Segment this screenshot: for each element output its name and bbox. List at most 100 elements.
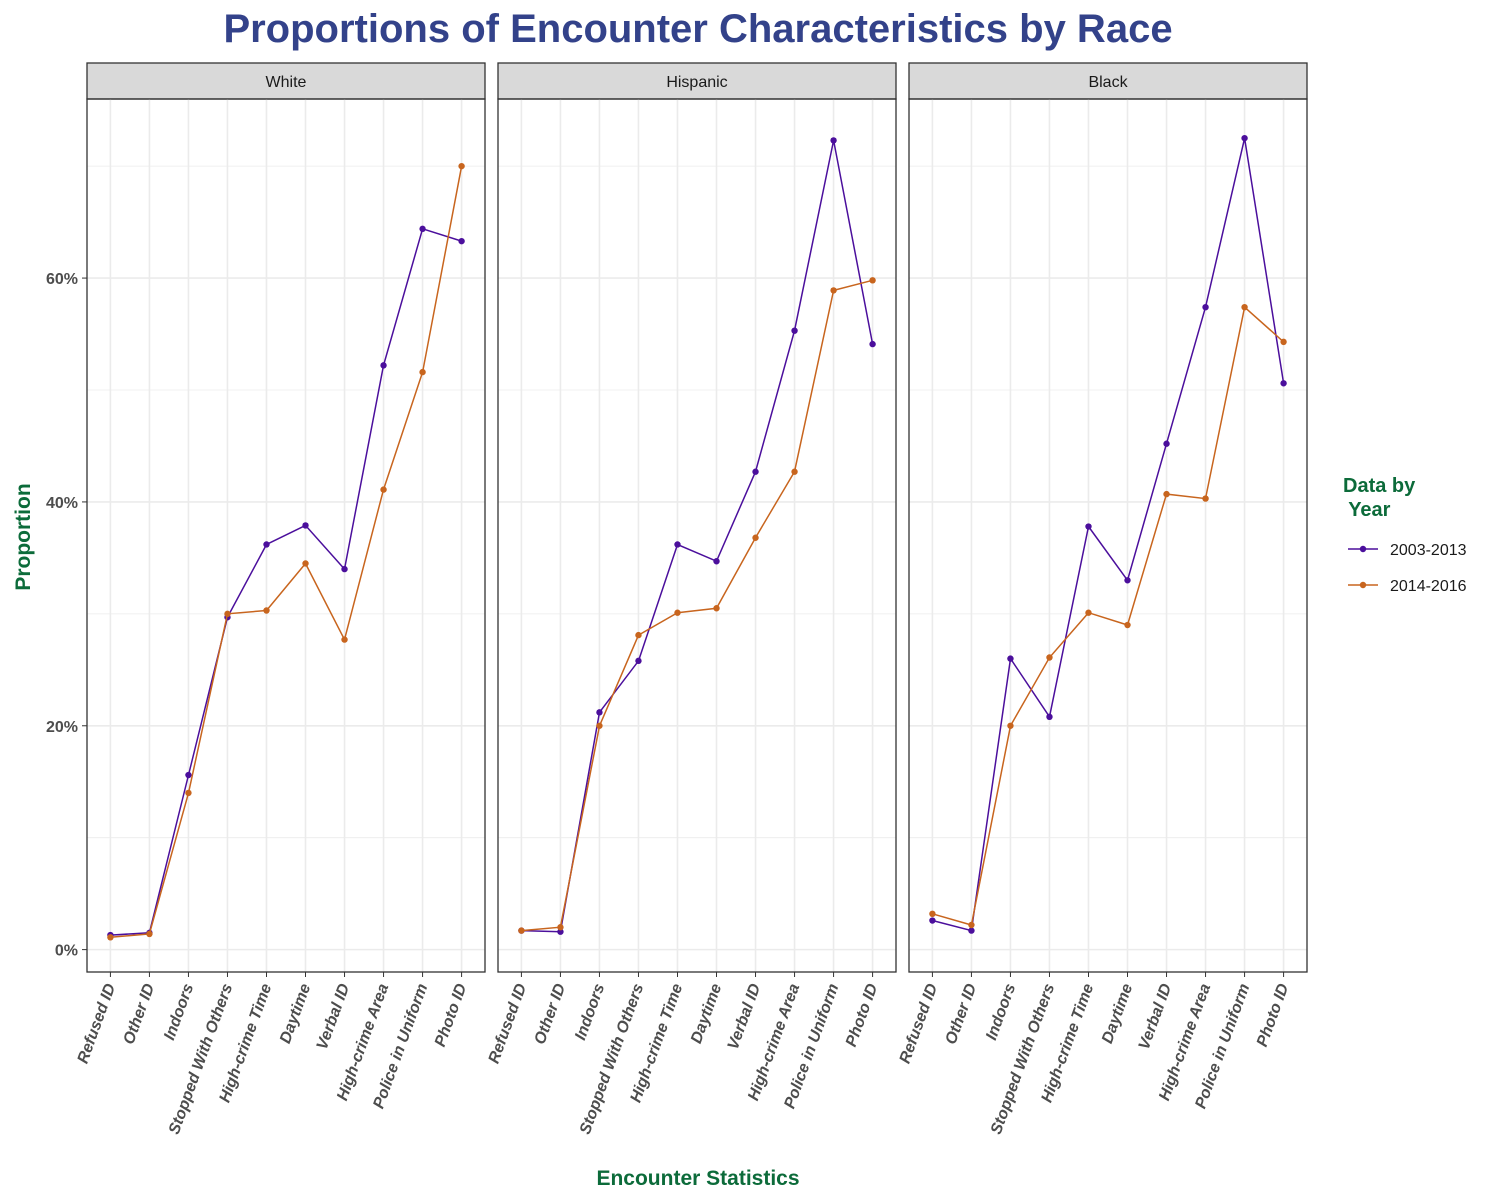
data-point-2014-2016 bbox=[341, 636, 348, 643]
x-tick-label: Daytime bbox=[1099, 981, 1136, 1045]
data-point-2014-2016 bbox=[830, 287, 837, 294]
data-point-2003-2013 bbox=[302, 522, 309, 529]
y-tick-label: 0% bbox=[55, 943, 78, 960]
legend-entries: 2003-2013 2014-2016 bbox=[1348, 542, 1467, 595]
x-tick-label: Other ID bbox=[121, 981, 159, 1047]
data-point-2014-2016 bbox=[1124, 621, 1131, 629]
data-point-2003-2013 bbox=[1163, 440, 1170, 447]
panel-border bbox=[908, 98, 1308, 973]
data-point-2003-2013 bbox=[1241, 134, 1248, 142]
data-point-2003-2013 bbox=[185, 771, 192, 779]
legend-title-line-1: Data by bbox=[1343, 475, 1416, 497]
data-point-2014-2016 bbox=[224, 610, 231, 618]
x-tick-label: Indoors bbox=[572, 981, 608, 1042]
data-point-2003-2013 bbox=[869, 340, 876, 348]
y-axis: 0% 20% 40% 60% bbox=[46, 271, 87, 960]
data-point-2014-2016 bbox=[419, 368, 426, 376]
data-point-2014-2016 bbox=[263, 607, 270, 614]
data-point-2014-2016 bbox=[968, 921, 975, 929]
legend-label: 2014-2016 bbox=[1390, 578, 1467, 595]
panel-border bbox=[86, 98, 486, 973]
data-point-2014-2016 bbox=[713, 605, 720, 612]
data-point-2003-2013 bbox=[929, 917, 936, 924]
data-point-2003-2013 bbox=[557, 928, 564, 935]
data-point-2014-2016 bbox=[302, 560, 309, 567]
series-line-2014-2016 bbox=[521, 279, 873, 932]
series-line-2014-2016 bbox=[932, 305, 1285, 926]
data-point-2003-2013 bbox=[968, 927, 975, 934]
data-point-2014-2016 bbox=[635, 631, 642, 639]
x-tick-label: Refused ID bbox=[486, 981, 531, 1066]
chart-title: Proportions of Encounter Characteristics… bbox=[223, 7, 1172, 51]
x-axis-title: Encounter Statistics bbox=[596, 1167, 799, 1190]
x-tick-label: Indoors bbox=[983, 981, 1019, 1042]
x-tick-label: Indoors bbox=[161, 981, 197, 1042]
data-point-2003-2013 bbox=[1085, 523, 1092, 530]
data-point-2014-2016 bbox=[869, 277, 876, 284]
data-point-2014-2016 bbox=[1280, 338, 1287, 346]
y-tick-label: 20% bbox=[46, 719, 78, 736]
legend: Data by Year 2003-2013 2014-2016 bbox=[1343, 475, 1467, 595]
data-point-2014-2016 bbox=[1163, 490, 1170, 498]
x-tick-label: Other ID bbox=[943, 981, 981, 1047]
data-point-2003-2013 bbox=[263, 541, 270, 548]
legend-label: 2003-2013 bbox=[1390, 542, 1467, 559]
legend-key-point bbox=[1359, 581, 1367, 589]
data-point-2014-2016 bbox=[791, 468, 798, 475]
data-point-2003-2013 bbox=[791, 327, 798, 334]
data-point-2014-2016 bbox=[596, 722, 603, 729]
strip-white bbox=[86, 62, 486, 100]
series-line-2003-2013 bbox=[932, 138, 1285, 932]
data-point-2014-2016 bbox=[752, 534, 759, 541]
panel-border bbox=[497, 98, 897, 973]
data-point-2003-2013 bbox=[1007, 655, 1014, 662]
data-point-2003-2013 bbox=[380, 362, 387, 369]
y-axis-title: Proportion bbox=[12, 483, 35, 590]
data-point-2014-2016 bbox=[1202, 495, 1209, 502]
strip-label: Black bbox=[1088, 74, 1128, 91]
x-tick-label: Photo ID bbox=[432, 981, 471, 1049]
data-point-2014-2016 bbox=[929, 910, 936, 917]
x-tick-label: Verbal ID bbox=[1136, 981, 1176, 1052]
data-point-2014-2016 bbox=[458, 162, 465, 170]
x-tick-label: Daytime bbox=[277, 981, 314, 1045]
data-point-2003-2013 bbox=[752, 468, 759, 475]
strip-label: Hispanic bbox=[666, 74, 727, 91]
data-point-2014-2016 bbox=[1046, 654, 1053, 661]
legend-title-line-2: Year bbox=[1343, 499, 1391, 521]
data-point-2003-2013 bbox=[1046, 713, 1053, 721]
data-point-2003-2013 bbox=[458, 237, 465, 245]
legend-entry-2003-2013: 2003-2013 bbox=[1348, 542, 1467, 559]
x-tick-label: Other ID bbox=[532, 981, 570, 1047]
strip-black bbox=[908, 62, 1308, 100]
data-point-2014-2016 bbox=[674, 609, 681, 616]
data-point-2014-2016 bbox=[380, 486, 387, 493]
data-point-2003-2013 bbox=[830, 137, 837, 144]
data-point-2003-2013 bbox=[419, 225, 426, 233]
x-tick-label: Refused ID bbox=[897, 981, 942, 1066]
series-line-2003-2013 bbox=[110, 227, 462, 936]
data-point-2003-2013 bbox=[713, 558, 720, 565]
series-line-2014-2016 bbox=[110, 166, 463, 939]
y-tick-label: 60% bbox=[46, 271, 78, 288]
series-line-2003-2013 bbox=[521, 140, 874, 933]
y-tick-label: 40% bbox=[46, 495, 78, 512]
data-point-2014-2016 bbox=[146, 930, 153, 938]
data-point-2014-2016 bbox=[185, 789, 192, 797]
data-point-2014-2016 bbox=[107, 934, 114, 941]
data-point-2014-2016 bbox=[1241, 303, 1248, 311]
data-point-2014-2016 bbox=[1007, 722, 1014, 729]
strip-label: White bbox=[266, 74, 307, 91]
data-point-2003-2013 bbox=[341, 565, 348, 573]
strip-hispanic bbox=[497, 62, 897, 100]
legend-key-point bbox=[1359, 545, 1367, 553]
x-tick-label: Verbal ID bbox=[725, 981, 765, 1052]
legend-entry-2014-2016: 2014-2016 bbox=[1348, 578, 1467, 595]
data-point-2014-2016 bbox=[1085, 609, 1092, 616]
data-point-2003-2013 bbox=[1124, 577, 1131, 584]
